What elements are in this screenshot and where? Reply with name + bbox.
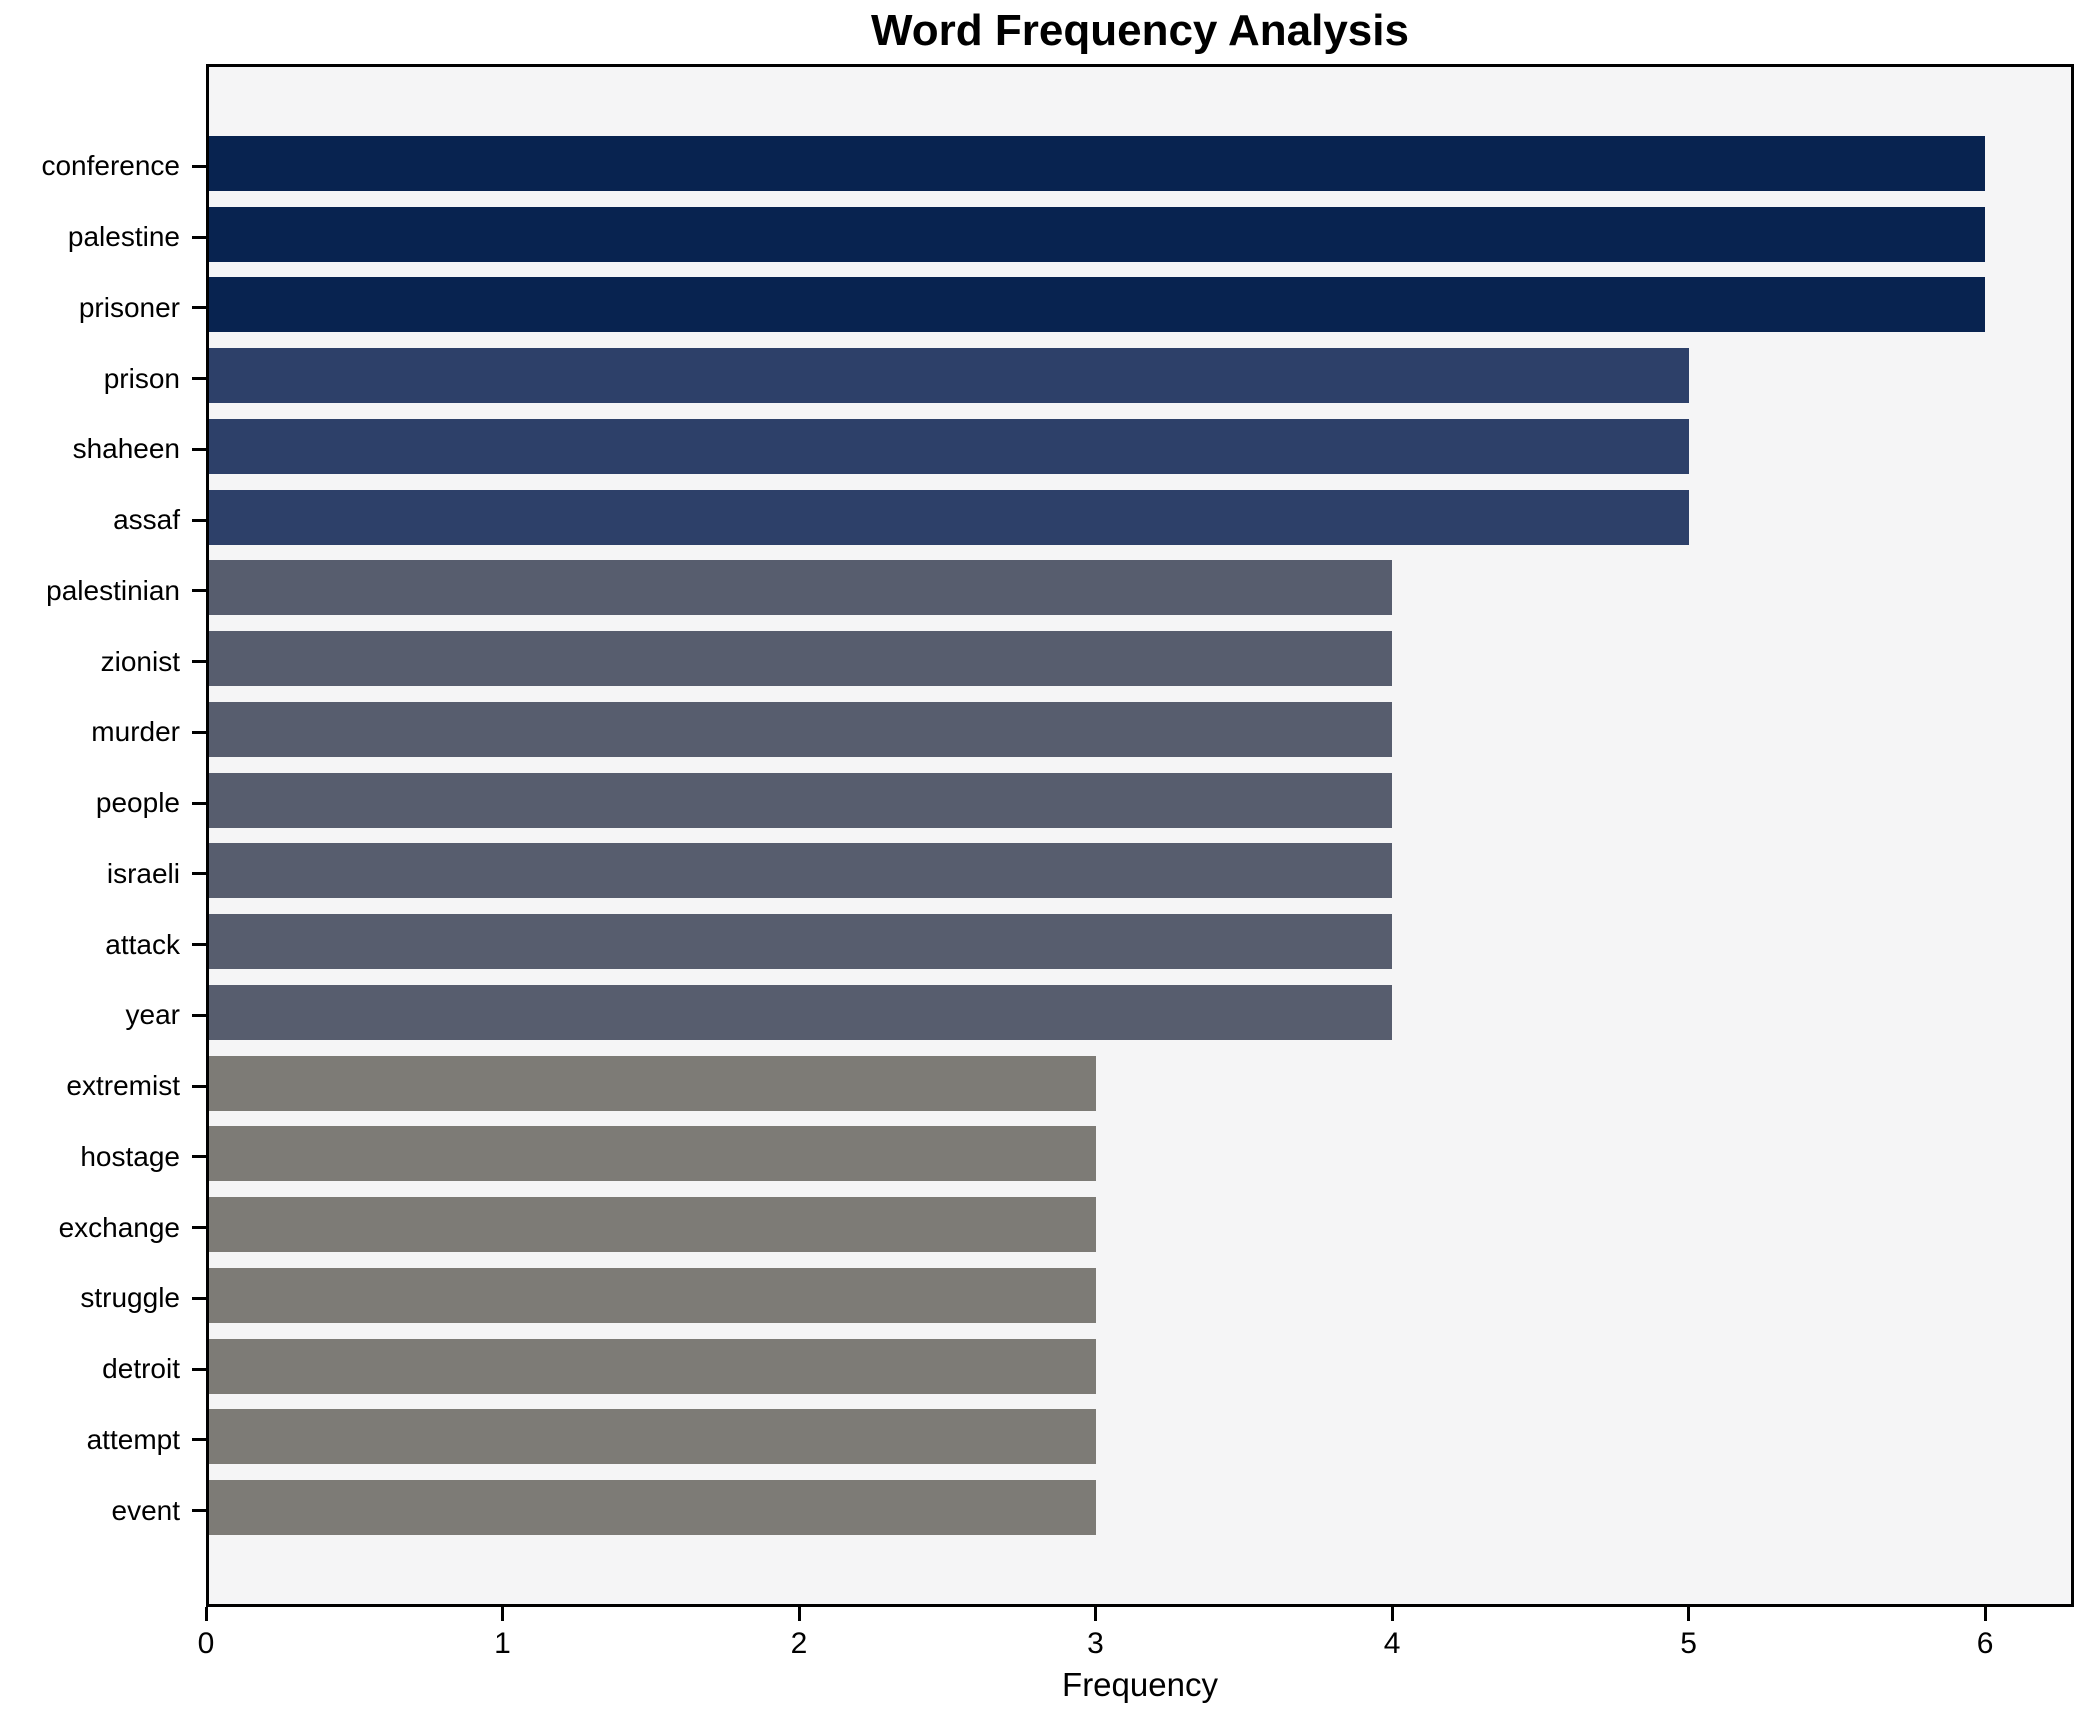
x-tick-mark	[1390, 1607, 1394, 1621]
y-tick-label-struggle: struggle	[80, 1282, 180, 1314]
y-tick-label-hostage: hostage	[80, 1140, 180, 1172]
y-tick-label-people: people	[95, 787, 180, 819]
y-tick-label-event: event	[111, 1494, 181, 1526]
bar-zionist	[209, 631, 1393, 687]
bar-extremist	[209, 1055, 1096, 1111]
y-tick-label-israeli: israeli	[106, 857, 180, 889]
bar-israeli	[209, 843, 1393, 899]
y-tick-mark	[192, 235, 206, 239]
y-tick-mark	[192, 377, 206, 381]
x-tick-mark	[204, 1607, 208, 1621]
x-tick-label-0: 0	[197, 1627, 215, 1660]
y-tick-label-attempt: attempt	[86, 1423, 180, 1455]
bar-conference	[209, 135, 1986, 191]
x-tick-label-4: 4	[1383, 1627, 1401, 1660]
bar-hostage	[209, 1126, 1096, 1182]
x-tick-label-2: 2	[790, 1627, 808, 1660]
bar-shaheen	[209, 418, 1689, 474]
bar-palestine	[209, 206, 1986, 262]
x-tick-label-6: 6	[1976, 1627, 1994, 1660]
bar-year	[209, 984, 1393, 1040]
y-tick-label-assaf: assaf	[113, 504, 180, 536]
x-tick-mark	[1983, 1607, 1987, 1621]
y-tick-mark	[192, 801, 206, 805]
plot-area	[206, 64, 2074, 1607]
bar-struggle	[209, 1267, 1096, 1323]
y-tick-mark	[192, 1509, 206, 1513]
bar-prisoner	[209, 277, 1986, 333]
y-tick-mark	[192, 447, 206, 451]
bar-exchange	[209, 1197, 1096, 1253]
bar-prison	[209, 348, 1689, 404]
y-tick-mark	[192, 1155, 206, 1159]
x-tick-label-3: 3	[1087, 1627, 1104, 1660]
y-tick-mark	[192, 660, 206, 664]
y-tick-mark	[192, 872, 206, 876]
bar-assaf	[209, 489, 1689, 545]
bar-event	[209, 1480, 1096, 1536]
bar-palestinian	[209, 560, 1393, 616]
bar-murder	[209, 701, 1393, 757]
x-tick-mark	[501, 1607, 504, 1621]
bar-people	[209, 772, 1393, 828]
x-tick-label-1: 1	[494, 1627, 511, 1660]
bar-attempt	[209, 1409, 1096, 1465]
y-tick-mark	[192, 164, 206, 168]
y-tick-label-palestine: palestine	[67, 221, 180, 253]
y-tick-mark	[192, 1438, 206, 1442]
y-tick-mark	[192, 1084, 206, 1088]
y-tick-mark	[192, 306, 206, 310]
bar-detroit	[209, 1338, 1096, 1394]
y-tick-mark	[192, 943, 206, 947]
y-tick-mark	[192, 518, 206, 522]
y-tick-label-conference: conference	[41, 150, 180, 182]
y-tick-mark	[192, 1013, 206, 1017]
x-tick-mark	[1094, 1607, 1098, 1621]
y-tick-label-exchange: exchange	[58, 1211, 180, 1243]
x-tick-mark	[797, 1607, 801, 1621]
y-tick-label-shaheen: shaheen	[72, 433, 180, 465]
y-tick-label-zionist: zionist	[100, 645, 180, 677]
y-tick-label-palestinian: palestinian	[46, 574, 180, 606]
y-tick-mark	[192, 1226, 206, 1230]
y-tick-mark	[192, 1296, 206, 1300]
x-axis-label: Frequency	[1062, 1666, 1218, 1703]
y-tick-mark	[192, 1367, 206, 1371]
y-tick-mark	[192, 589, 206, 593]
y-tick-label-murder: murder	[91, 716, 180, 748]
y-tick-label-prisoner: prisoner	[78, 291, 180, 323]
y-tick-label-year: year	[125, 999, 180, 1031]
y-tick-label-detroit: detroit	[102, 1353, 180, 1385]
y-tick-mark	[192, 730, 206, 734]
x-tick-mark	[1687, 1607, 1691, 1621]
y-tick-label-attack: attack	[105, 928, 180, 960]
bar-attack	[209, 914, 1393, 970]
y-tick-label-extremist: extremist	[66, 1070, 180, 1102]
chart-title: Word Frequency Analysis	[871, 6, 1409, 55]
y-tick-label-prison: prison	[103, 362, 180, 394]
x-tick-label-5: 5	[1680, 1627, 1697, 1660]
